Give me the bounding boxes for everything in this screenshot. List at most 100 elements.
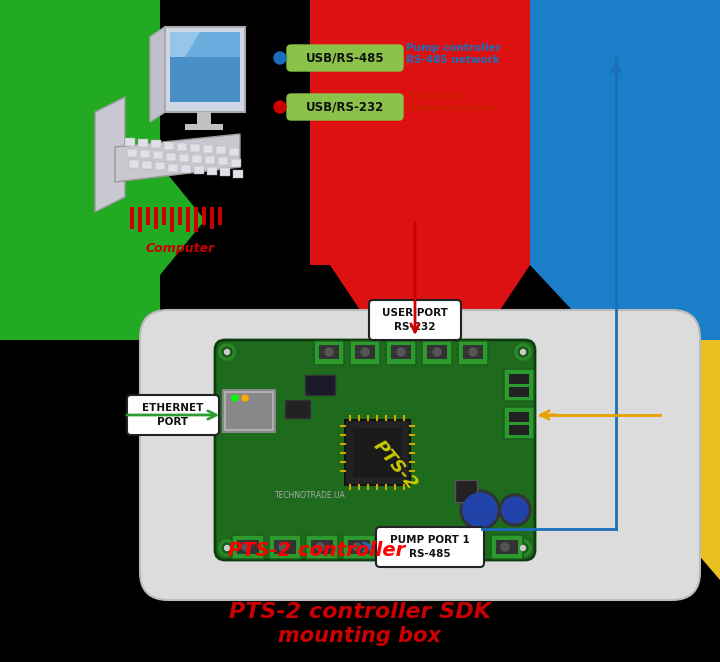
FancyBboxPatch shape [314,341,344,365]
Bar [233,169,243,177]
Bar [391,345,411,359]
Bar [345,420,410,485]
Bar [202,207,206,225]
Bar [162,207,166,229]
Polygon shape [170,32,200,57]
Bar [170,32,240,102]
Bar [190,144,200,152]
Text: USB/RS-485: USB/RS-485 [306,52,384,64]
Bar [319,345,339,359]
Text: PUMP PORT 1
RS-485: PUMP PORT 1 RS-485 [390,536,470,559]
Bar [178,207,182,225]
Text: PTS-2: PTS-2 [369,437,420,493]
Bar [509,412,529,422]
Bar [151,140,161,148]
Circle shape [502,497,528,523]
Text: RS-485 network: RS-485 network [406,55,500,65]
Text: ETHERNET
PORT: ETHERNET PORT [143,403,204,426]
Circle shape [521,350,526,354]
Bar [142,162,152,169]
Bar [226,393,272,429]
Bar [385,540,407,554]
Bar [179,154,189,162]
FancyBboxPatch shape [140,310,700,600]
Bar [455,480,477,502]
Text: mounting box: mounting box [279,626,441,646]
Circle shape [463,493,497,527]
Circle shape [499,494,531,526]
FancyBboxPatch shape [504,407,534,439]
Bar [155,162,165,170]
Circle shape [222,347,232,357]
FancyBboxPatch shape [343,535,375,559]
Circle shape [460,490,500,530]
Circle shape [515,540,531,556]
Bar [205,156,215,164]
Circle shape [518,347,528,357]
Bar [229,148,239,156]
Bar [154,207,158,225]
Bar [138,207,142,232]
Bar [459,540,481,554]
Circle shape [225,350,230,354]
Bar [185,124,223,130]
Circle shape [225,545,230,551]
Circle shape [219,344,235,360]
Bar [127,149,137,157]
FancyBboxPatch shape [306,535,338,559]
Text: PTS-2 controller: PTS-2 controller [228,540,405,559]
Bar [285,400,310,418]
Circle shape [316,543,324,551]
FancyBboxPatch shape [380,535,412,559]
FancyBboxPatch shape [127,395,219,435]
Bar [207,167,217,175]
Bar [305,375,335,395]
Bar [216,146,226,154]
Bar [218,207,222,225]
Text: Pump controller: Pump controller [406,43,500,53]
Bar [130,207,134,225]
Circle shape [390,543,398,551]
Circle shape [469,348,477,356]
FancyBboxPatch shape [417,535,449,559]
FancyBboxPatch shape [369,300,461,340]
Bar [311,540,333,554]
FancyBboxPatch shape [350,341,380,365]
Bar [218,158,228,166]
Polygon shape [115,134,240,182]
Bar [138,139,148,147]
Text: USER PORT
RS-232: USER PORT RS-232 [382,308,448,332]
Bar [463,345,483,359]
Bar [203,145,213,153]
Circle shape [361,348,369,356]
Bar [168,164,178,171]
Circle shape [242,543,250,551]
Bar [194,207,198,225]
Circle shape [222,543,232,553]
Text: USB/RS-232: USB/RS-232 [306,101,384,113]
Polygon shape [0,0,205,340]
Bar [348,540,370,554]
Bar [181,165,191,173]
Text: User port: User port [406,91,462,101]
Bar [223,390,275,432]
Bar [427,345,447,359]
FancyBboxPatch shape [458,341,488,365]
Bar [496,540,518,554]
Circle shape [521,545,526,551]
Circle shape [325,348,333,356]
Bar [170,207,174,225]
Text: communication: communication [406,103,496,113]
Bar [140,150,150,158]
Bar [166,153,176,161]
Polygon shape [150,27,245,37]
Bar [125,138,135,146]
FancyBboxPatch shape [269,535,301,559]
Polygon shape [310,0,530,340]
Bar [210,207,214,229]
Circle shape [397,348,405,356]
Bar [146,207,150,229]
Bar [509,387,529,397]
Polygon shape [150,27,165,122]
Bar [164,142,174,150]
